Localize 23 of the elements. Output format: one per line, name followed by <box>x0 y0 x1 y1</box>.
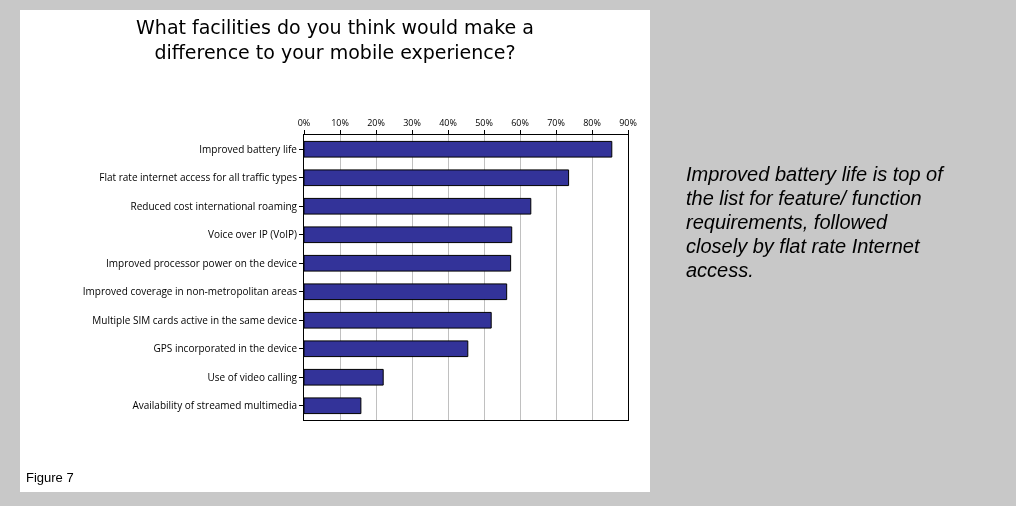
x-tick-label: 40% <box>439 116 457 130</box>
x-tick-label: 50% <box>475 116 493 130</box>
y-tick-label: Use of video calling <box>207 369 298 384</box>
y-tick-label: Improved battery life <box>199 141 298 156</box>
y-tick-label: Reduced cost international roaming <box>130 198 298 213</box>
x-tick-label: 20% <box>367 116 385 130</box>
x-tick-label: 90% <box>619 116 637 130</box>
x-tick-label: 80% <box>583 116 601 130</box>
y-tick-label: GPS incorporated in the device <box>153 341 298 356</box>
x-tick-label: 0% <box>297 116 311 130</box>
y-tick-label: Improved coverage in non-metropolitan areas <box>82 284 298 299</box>
y-tick-label: Flat rate internet access for all traffic types <box>99 170 298 185</box>
x-tick-label: 30% <box>403 116 421 130</box>
x-tick-label: 60% <box>511 116 529 130</box>
caption: Figure 7 <box>26 470 74 485</box>
chart-title: What facilities do you think would make a difference to your mobile experience? <box>136 16 534 63</box>
y-tick-label: Improved processor power on the device <box>106 255 298 270</box>
y-tick-label: Availability of streamed multimedia <box>132 398 297 413</box>
y-tick-label: Multiple SIM cards active in the same device <box>92 312 298 327</box>
x-tick-label: 10% <box>331 116 349 130</box>
y-tick-label: Voice over IP (VoIP) <box>208 227 298 242</box>
x-tick-label: 70% <box>547 116 565 130</box>
text: Improved battery life is top of the list for feature/ function requirements, followed closely by flat rate Internet access. <box>686 162 946 282</box>
